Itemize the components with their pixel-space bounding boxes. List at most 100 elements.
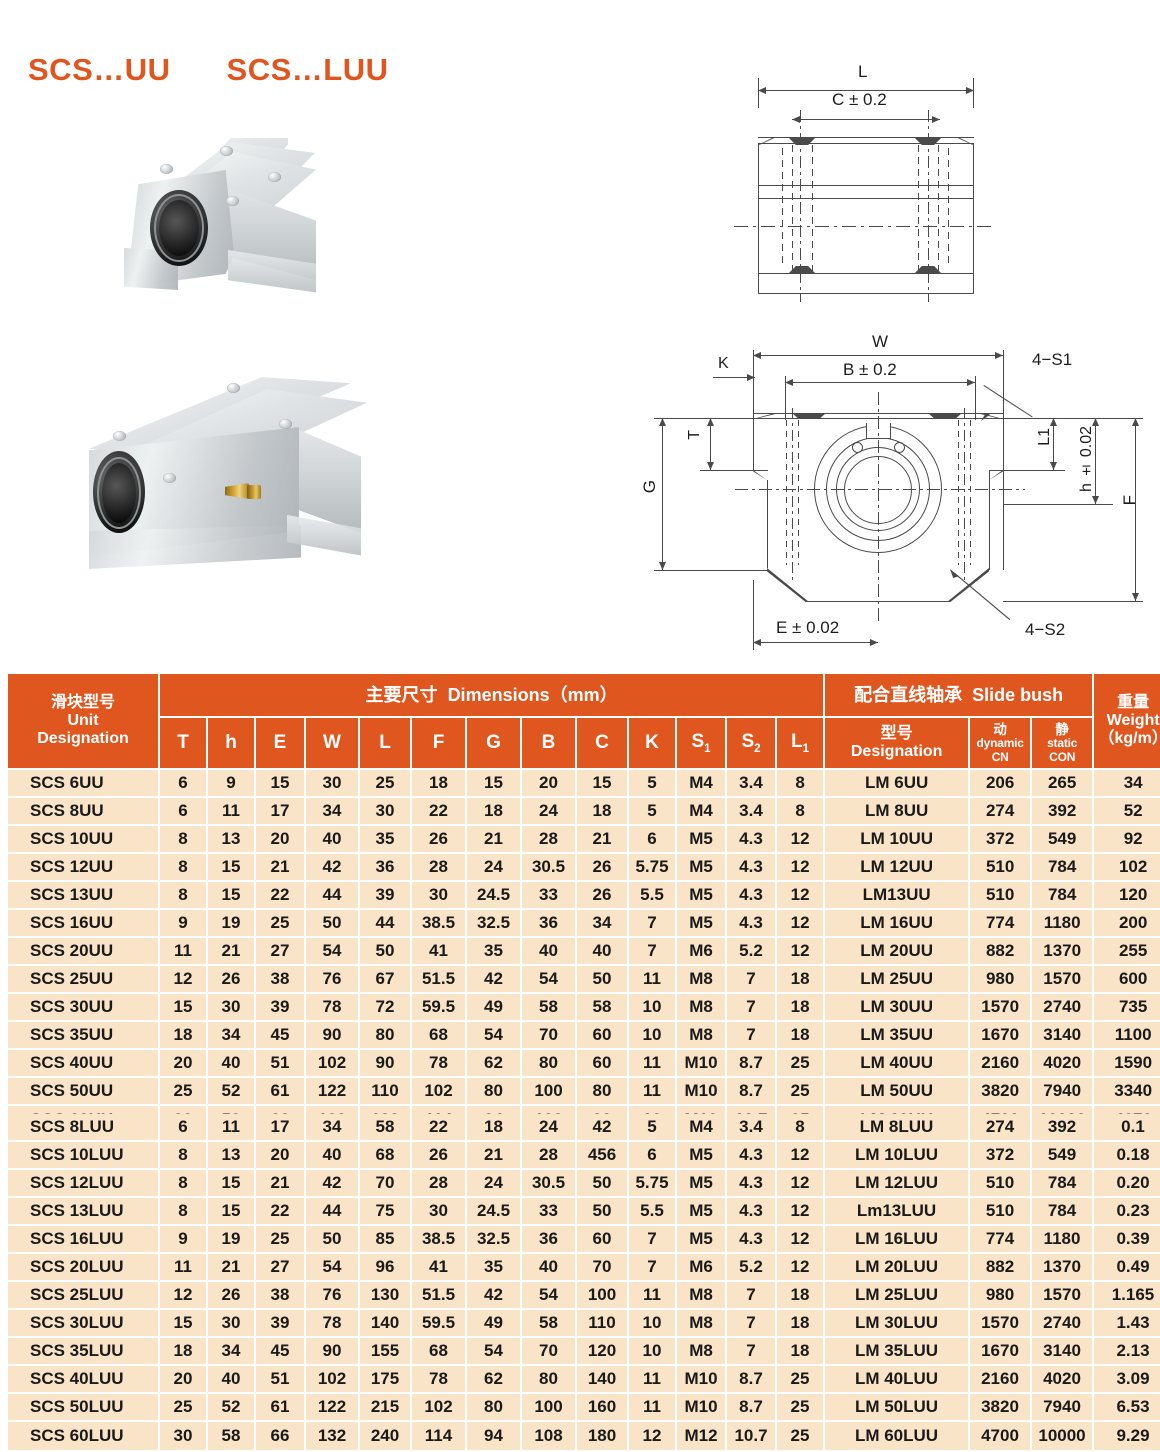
cell-l: 25 [360, 770, 412, 798]
cell-g: 35 [467, 938, 522, 966]
cell-f: 59.5 [412, 994, 467, 1022]
cell-static: 784 [1032, 1198, 1094, 1226]
table-row: SCS 30LUU 15 30 39 78 140 59.5 49 58 110 10 M8 7 18 LM… [8, 1310, 1160, 1338]
cell-w: 78 [306, 1310, 360, 1338]
cell-f: 68 [412, 1022, 467, 1050]
th-bush-designation-en: Designation [850, 743, 943, 760]
cell-f: 102 [412, 1394, 467, 1422]
cell-l: 68 [360, 1142, 412, 1170]
th-dimensions-group: 主要尺寸 Dimensions（mm） [160, 674, 826, 718]
cell-t: 8 [160, 1170, 208, 1198]
cell-w: 76 [306, 966, 360, 994]
dimensions-table-luu: SCS 8LUU 6 11 17 34 58 22 18 24 42 5 M4 3.4 8 LM 8LUU 2… [8, 1114, 1160, 1450]
dim-label-B: B ± 0.2 [843, 360, 897, 379]
scs-luu-block-photo [75, 365, 425, 575]
cell-l: 110 [360, 1078, 412, 1106]
cell-k: 11 [629, 1366, 677, 1394]
cell-l1: 25 [777, 1050, 826, 1078]
cell-s1: M6 [677, 1254, 727, 1282]
cell-k: 10 [629, 1022, 677, 1050]
cell-s2: 4.3 [727, 882, 777, 910]
cell-designation: SCS 16LUU [8, 1226, 160, 1254]
cell-designation: SCS 20LUU [8, 1254, 160, 1282]
cell-weight: 52 [1094, 798, 1160, 826]
table-row: SCS 25UU 12 26 38 76 67 51.5 42 54 50 11 M8 7 18 LM 25… [8, 966, 1160, 994]
cell-k: 5.5 [629, 882, 677, 910]
th-weight-unit: （kg/m） [1098, 729, 1160, 747]
cell-s2: 4.3 [727, 826, 777, 854]
th-dim-G: G [467, 718, 522, 770]
cell-t: 8 [160, 826, 208, 854]
cell-s2: 7 [727, 1022, 777, 1050]
cell-b: 24 [522, 798, 577, 826]
cell-h: 30 [208, 1310, 256, 1338]
cell-e: 20 [256, 826, 306, 854]
cell-c: 15 [577, 770, 629, 798]
cell-l: 67 [360, 966, 412, 994]
cell-h: 19 [208, 910, 256, 938]
cell-k: 10 [629, 994, 677, 1022]
cell-designation: SCS 10LUU [8, 1142, 160, 1170]
cell-s1: M8 [677, 994, 727, 1022]
cell-h: 11 [208, 798, 256, 826]
cell-t: 11 [160, 1254, 208, 1282]
label-4S2-text: 4−S2 [1025, 620, 1066, 639]
table-row: SCS 60LUU 30 58 66 132 240 114 94 108 180 12 M12 10.… [8, 1422, 1160, 1450]
cell-g: 62 [467, 1366, 522, 1394]
cell-l1: 12 [777, 910, 826, 938]
cell-c: 80 [577, 1078, 629, 1106]
cell-static: 1370 [1032, 938, 1095, 966]
cell-g: 62 [467, 1050, 522, 1078]
cell-l: 30 [360, 798, 412, 826]
dim-label-C: C ± 0.2 [832, 90, 887, 109]
cell-l: 130 [360, 1282, 412, 1310]
cell-s2: 4.3 [727, 1142, 777, 1170]
cell-w: 34 [306, 798, 360, 826]
cell-bush: LM 35UU [825, 1022, 971, 1050]
cell-t: 20 [160, 1050, 208, 1078]
cell-weight: 6.53 [1094, 1394, 1160, 1422]
cell-b: 40 [522, 1254, 577, 1282]
th-dim-L1: L1 [777, 718, 826, 770]
cell-h: 15 [208, 1170, 256, 1198]
cell-l1: 12 [777, 1226, 825, 1254]
cell-g: 49 [467, 994, 522, 1022]
cell-static: 1180 [1032, 910, 1095, 938]
cell-c: 140 [577, 1366, 629, 1394]
cell-w: 76 [306, 1282, 360, 1310]
cell-k: 10 [629, 1310, 677, 1338]
cell-c: 70 [577, 1254, 629, 1282]
cell-l: 36 [360, 854, 412, 882]
cell-l1: 18 [777, 1338, 825, 1366]
cell-g: 32.5 [467, 1226, 522, 1254]
page-title: SCS…UU SCS…LUU [28, 52, 388, 88]
cell-dynamic: 2160 [970, 1366, 1032, 1394]
cell-designation: SCS 50LUU [8, 1394, 160, 1422]
cell-static: 1180 [1032, 1226, 1094, 1254]
cell-b: 40 [522, 938, 577, 966]
cell-l1: 18 [777, 994, 826, 1022]
cell-h: 26 [208, 1282, 256, 1310]
cell-designation: SCS 40LUU [8, 1366, 160, 1394]
title-scs-luu: SCS…LUU [226, 52, 389, 87]
cell-designation: SCS 30LUU [8, 1310, 160, 1338]
cell-w: 122 [306, 1078, 360, 1106]
cell-f: 30 [412, 1198, 467, 1226]
cell-b: 100 [522, 1078, 577, 1106]
cell-designation: SCS 25UU [8, 966, 160, 994]
cell-bush: LM 25LUU [825, 1282, 970, 1310]
cell-designation: SCS 30UU [8, 994, 160, 1022]
cell-w: 42 [306, 854, 360, 882]
table-row: SCS 16UU 9 19 25 50 44 38.5 32.5 36 34 7 M5 4.3 12 LM … [8, 910, 1160, 938]
cell-k: 6 [629, 826, 677, 854]
cell-designation: SCS 50UU [8, 1078, 160, 1106]
cell-h: 26 [208, 966, 256, 994]
table-row: SCS 12LUU 8 15 21 42 70 28 24 30.5 50 5.75 M5 4.3 12 L… [8, 1170, 1160, 1198]
cell-s1: M10 [677, 1366, 727, 1394]
cell-l: 39 [360, 882, 412, 910]
cell-l1: 12 [777, 938, 826, 966]
cell-e: 45 [256, 1022, 306, 1050]
cell-c: 34 [577, 910, 629, 938]
cell-f: 18 [412, 770, 467, 798]
cell-w: 34 [306, 1114, 360, 1142]
